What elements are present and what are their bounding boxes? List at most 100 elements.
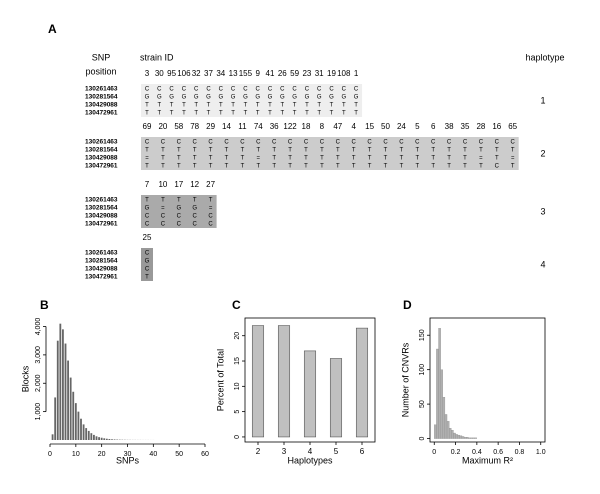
allele: T (304, 148, 308, 154)
allele: T (330, 111, 334, 117)
y-tick-label: 15 (234, 357, 241, 365)
x-tick-label: 0 (48, 451, 52, 458)
bar (436, 348, 439, 439)
strain-id: 37 (204, 69, 213, 78)
strain-id: 122 (283, 122, 297, 131)
panel-label: B (40, 298, 49, 312)
allele: C (243, 87, 248, 93)
allele: = (209, 206, 213, 212)
allele: T (342, 111, 346, 117)
allele: T (193, 164, 197, 170)
allele: C (354, 87, 359, 93)
allele: T (320, 148, 324, 154)
haplotype-label: 3 (540, 206, 545, 216)
allele: C (145, 267, 150, 273)
bar (54, 397, 57, 440)
bar (474, 437, 478, 439)
allele: T (293, 103, 297, 109)
y-axis-label: Number of CNVRs (400, 342, 410, 417)
allele: C (157, 87, 162, 93)
strain-id: 11 (238, 122, 247, 131)
allele: G (255, 95, 260, 101)
allele: T (209, 164, 213, 170)
haplotype-label: 4 (540, 259, 545, 269)
allele: T (447, 164, 451, 170)
allele: T (256, 164, 260, 170)
bar (59, 323, 62, 440)
allele: C (292, 87, 297, 93)
allele: C (305, 87, 310, 93)
allele: T (415, 164, 419, 170)
allele: = (161, 206, 165, 212)
allele: G (292, 95, 297, 101)
bar (455, 434, 458, 439)
y-tick-label: 3,000 (35, 346, 42, 364)
allele: C (161, 222, 166, 228)
allele: G (268, 95, 273, 101)
allele: T (342, 103, 346, 109)
allele: C (415, 140, 420, 146)
allele: T (241, 148, 245, 154)
allele: T (280, 111, 284, 117)
snp-position: 130429088 (85, 155, 118, 162)
allele: T (145, 103, 149, 109)
x-tick-label: 0.4 (472, 449, 482, 456)
allele: C (208, 214, 213, 220)
bar (355, 327, 369, 438)
bar (51, 434, 54, 440)
allele: T (304, 156, 308, 162)
strain-id: 26 (278, 69, 287, 78)
bar (468, 437, 471, 439)
allele: T (170, 111, 174, 117)
allele: T (145, 148, 149, 154)
allele: T (256, 103, 260, 109)
strain-id: 38 (445, 122, 454, 131)
allele: T (352, 156, 356, 162)
strain-id: 3 (145, 69, 150, 78)
allele: T (352, 148, 356, 154)
bar (329, 358, 343, 438)
allele: G (231, 95, 236, 101)
allele: T (415, 156, 419, 162)
allele: T (182, 111, 186, 117)
allele: C (161, 140, 166, 146)
allele: T (400, 164, 404, 170)
bar (438, 328, 441, 439)
strain-id: 9 (255, 69, 260, 78)
bar (451, 430, 454, 439)
allele: G (305, 95, 310, 101)
x-axis-label: SNPs (116, 455, 140, 465)
allele: T (177, 198, 181, 204)
allele: C (329, 87, 334, 93)
allele: T (145, 111, 149, 117)
allele: T (207, 103, 211, 109)
allele: T (241, 164, 245, 170)
allele: T (244, 111, 248, 117)
strain-id: 34 (216, 69, 225, 78)
snp-position: 130429088 (85, 102, 118, 109)
bar (82, 424, 85, 440)
allele: T (161, 164, 165, 170)
plot-frame (429, 317, 546, 443)
allele: C (219, 87, 224, 93)
allele: T (431, 148, 435, 154)
allele: T (511, 148, 515, 154)
x-axis-label: Maximum R² (462, 455, 513, 465)
allele: T (354, 103, 358, 109)
x-tick-label: 4 (308, 447, 313, 456)
allele: G (182, 95, 187, 101)
allele: T (209, 198, 213, 204)
y-axis-label: Blocks (20, 365, 30, 392)
allele: T (170, 103, 174, 109)
allele: T (431, 164, 435, 170)
bar (87, 430, 90, 440)
allele: G (243, 95, 248, 101)
bar (466, 437, 469, 439)
bar (100, 437, 103, 440)
allele: G (341, 95, 346, 101)
bar (463, 437, 467, 439)
bar (108, 439, 111, 440)
allele: T (495, 148, 499, 154)
bar (74, 403, 77, 440)
allele: C (169, 87, 174, 93)
